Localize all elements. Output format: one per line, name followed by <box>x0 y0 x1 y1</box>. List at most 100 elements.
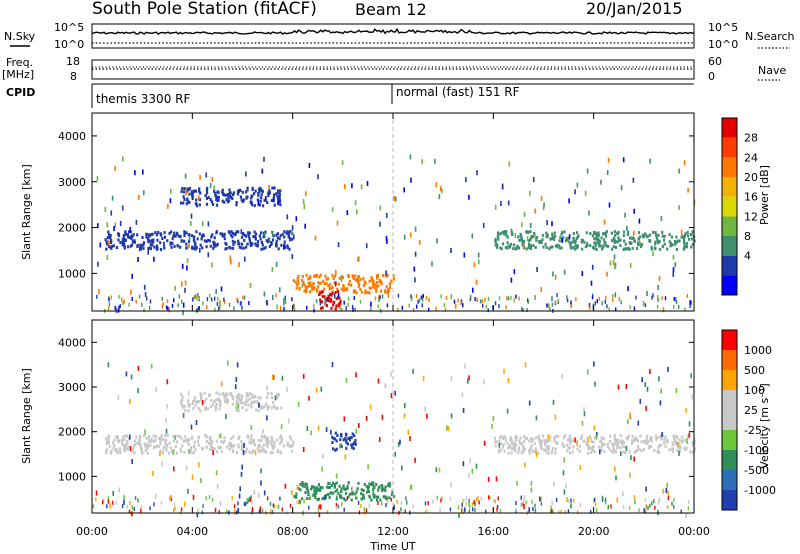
clutter-cell <box>137 498 139 503</box>
echo-cell <box>317 483 320 487</box>
echo-cell <box>345 433 348 437</box>
echo-cell <box>270 199 273 203</box>
echo-cell <box>675 235 678 239</box>
echo-cell <box>604 234 608 238</box>
echo-cell <box>236 397 239 401</box>
echo-cell <box>266 405 269 408</box>
clutter-cell <box>194 294 196 299</box>
colorbar-segment <box>722 216 737 236</box>
echo-cell <box>386 291 389 294</box>
echo-cell <box>182 195 185 199</box>
clutter-cell <box>219 305 221 310</box>
echo-cell <box>560 246 563 250</box>
scatter-cell <box>600 179 602 185</box>
echo-cell <box>276 396 279 400</box>
colorbar-tick-label: 20 <box>744 171 758 184</box>
echo-cell <box>117 234 121 237</box>
echo-cell <box>277 247 280 251</box>
scatter-cell <box>385 235 388 241</box>
clutter-cell <box>469 504 471 509</box>
echo-cell <box>301 481 304 484</box>
scatter-cell <box>137 365 140 371</box>
echo-cell <box>127 245 130 249</box>
echo-cell <box>109 241 112 244</box>
echo-cell <box>269 451 272 455</box>
echo-cell <box>232 435 235 439</box>
echo-cell <box>580 238 583 242</box>
echo-cell <box>110 246 113 250</box>
echo-cell <box>210 200 213 204</box>
echo-cell <box>525 247 528 251</box>
echo-cell <box>606 445 609 448</box>
echo-cell <box>666 439 669 443</box>
scatter-cell <box>244 256 246 262</box>
scatter-cell <box>646 386 649 392</box>
echo-cell <box>206 186 209 190</box>
echo-cell <box>373 286 376 290</box>
echo-cell <box>677 239 680 243</box>
clutter-cell <box>612 294 614 299</box>
scatter-cell <box>393 195 395 201</box>
echo-cell <box>193 189 196 193</box>
echo-cell <box>309 275 312 279</box>
echo-cell <box>351 490 354 494</box>
scatter-cell <box>215 470 218 476</box>
echo-cell <box>626 437 629 441</box>
echo-cell <box>190 234 194 238</box>
echo-cell <box>548 438 551 442</box>
scatter-cell <box>295 216 298 222</box>
echo-cell <box>118 449 121 453</box>
scatter-cell <box>130 374 133 380</box>
echo-cell <box>123 444 126 448</box>
echo-cell <box>360 290 363 294</box>
echo-cell <box>544 442 547 446</box>
echo-cell <box>148 438 151 442</box>
echo-cell <box>317 497 320 501</box>
clutter-cell <box>607 504 610 509</box>
echo-cell <box>553 436 556 440</box>
echo-cell <box>237 393 240 397</box>
scatter-cell <box>629 472 631 478</box>
echo-cell <box>278 198 281 202</box>
echo-cell <box>182 190 186 194</box>
echo-cell <box>109 233 112 237</box>
echo-cell <box>367 490 371 493</box>
echo-cell <box>140 247 143 251</box>
clutter-cell <box>198 295 200 300</box>
echo-cell <box>260 439 263 442</box>
echo-cell <box>154 434 157 438</box>
echo-cell <box>522 434 525 438</box>
scatter-cell <box>334 281 337 287</box>
scatter-cell <box>335 269 337 275</box>
echo-cell <box>545 235 548 239</box>
echo-cell <box>105 440 108 444</box>
scatter-cell <box>238 262 240 267</box>
clutter-cell <box>224 300 226 305</box>
echo-cell <box>160 233 163 237</box>
echo-cell <box>617 236 620 240</box>
clutter-cell <box>421 303 423 308</box>
echo-cell <box>364 291 367 295</box>
clutter-cell <box>510 295 512 300</box>
clutter-cell <box>274 504 276 509</box>
clutter-cell <box>461 508 463 513</box>
clutter-cell <box>481 299 483 303</box>
scatter-cell <box>469 458 471 464</box>
echo-cell <box>619 238 622 242</box>
echo-cell <box>217 446 220 450</box>
echo-cell <box>107 438 110 442</box>
echo-cell <box>256 447 259 451</box>
scatter-cell <box>379 205 381 211</box>
clutter-cell <box>374 296 377 301</box>
echo-cell <box>356 487 359 491</box>
echo-cell <box>368 286 371 290</box>
echo-cell <box>231 450 234 454</box>
echo-cell <box>594 232 597 235</box>
echo-cell <box>390 493 394 497</box>
power-ylabel: Slant Range [km] <box>20 164 33 260</box>
echo-cell <box>311 287 314 291</box>
echo-cell <box>276 407 279 410</box>
scatter-cell <box>356 209 358 215</box>
echo-cell <box>157 436 161 440</box>
scatter-cell <box>588 210 590 216</box>
